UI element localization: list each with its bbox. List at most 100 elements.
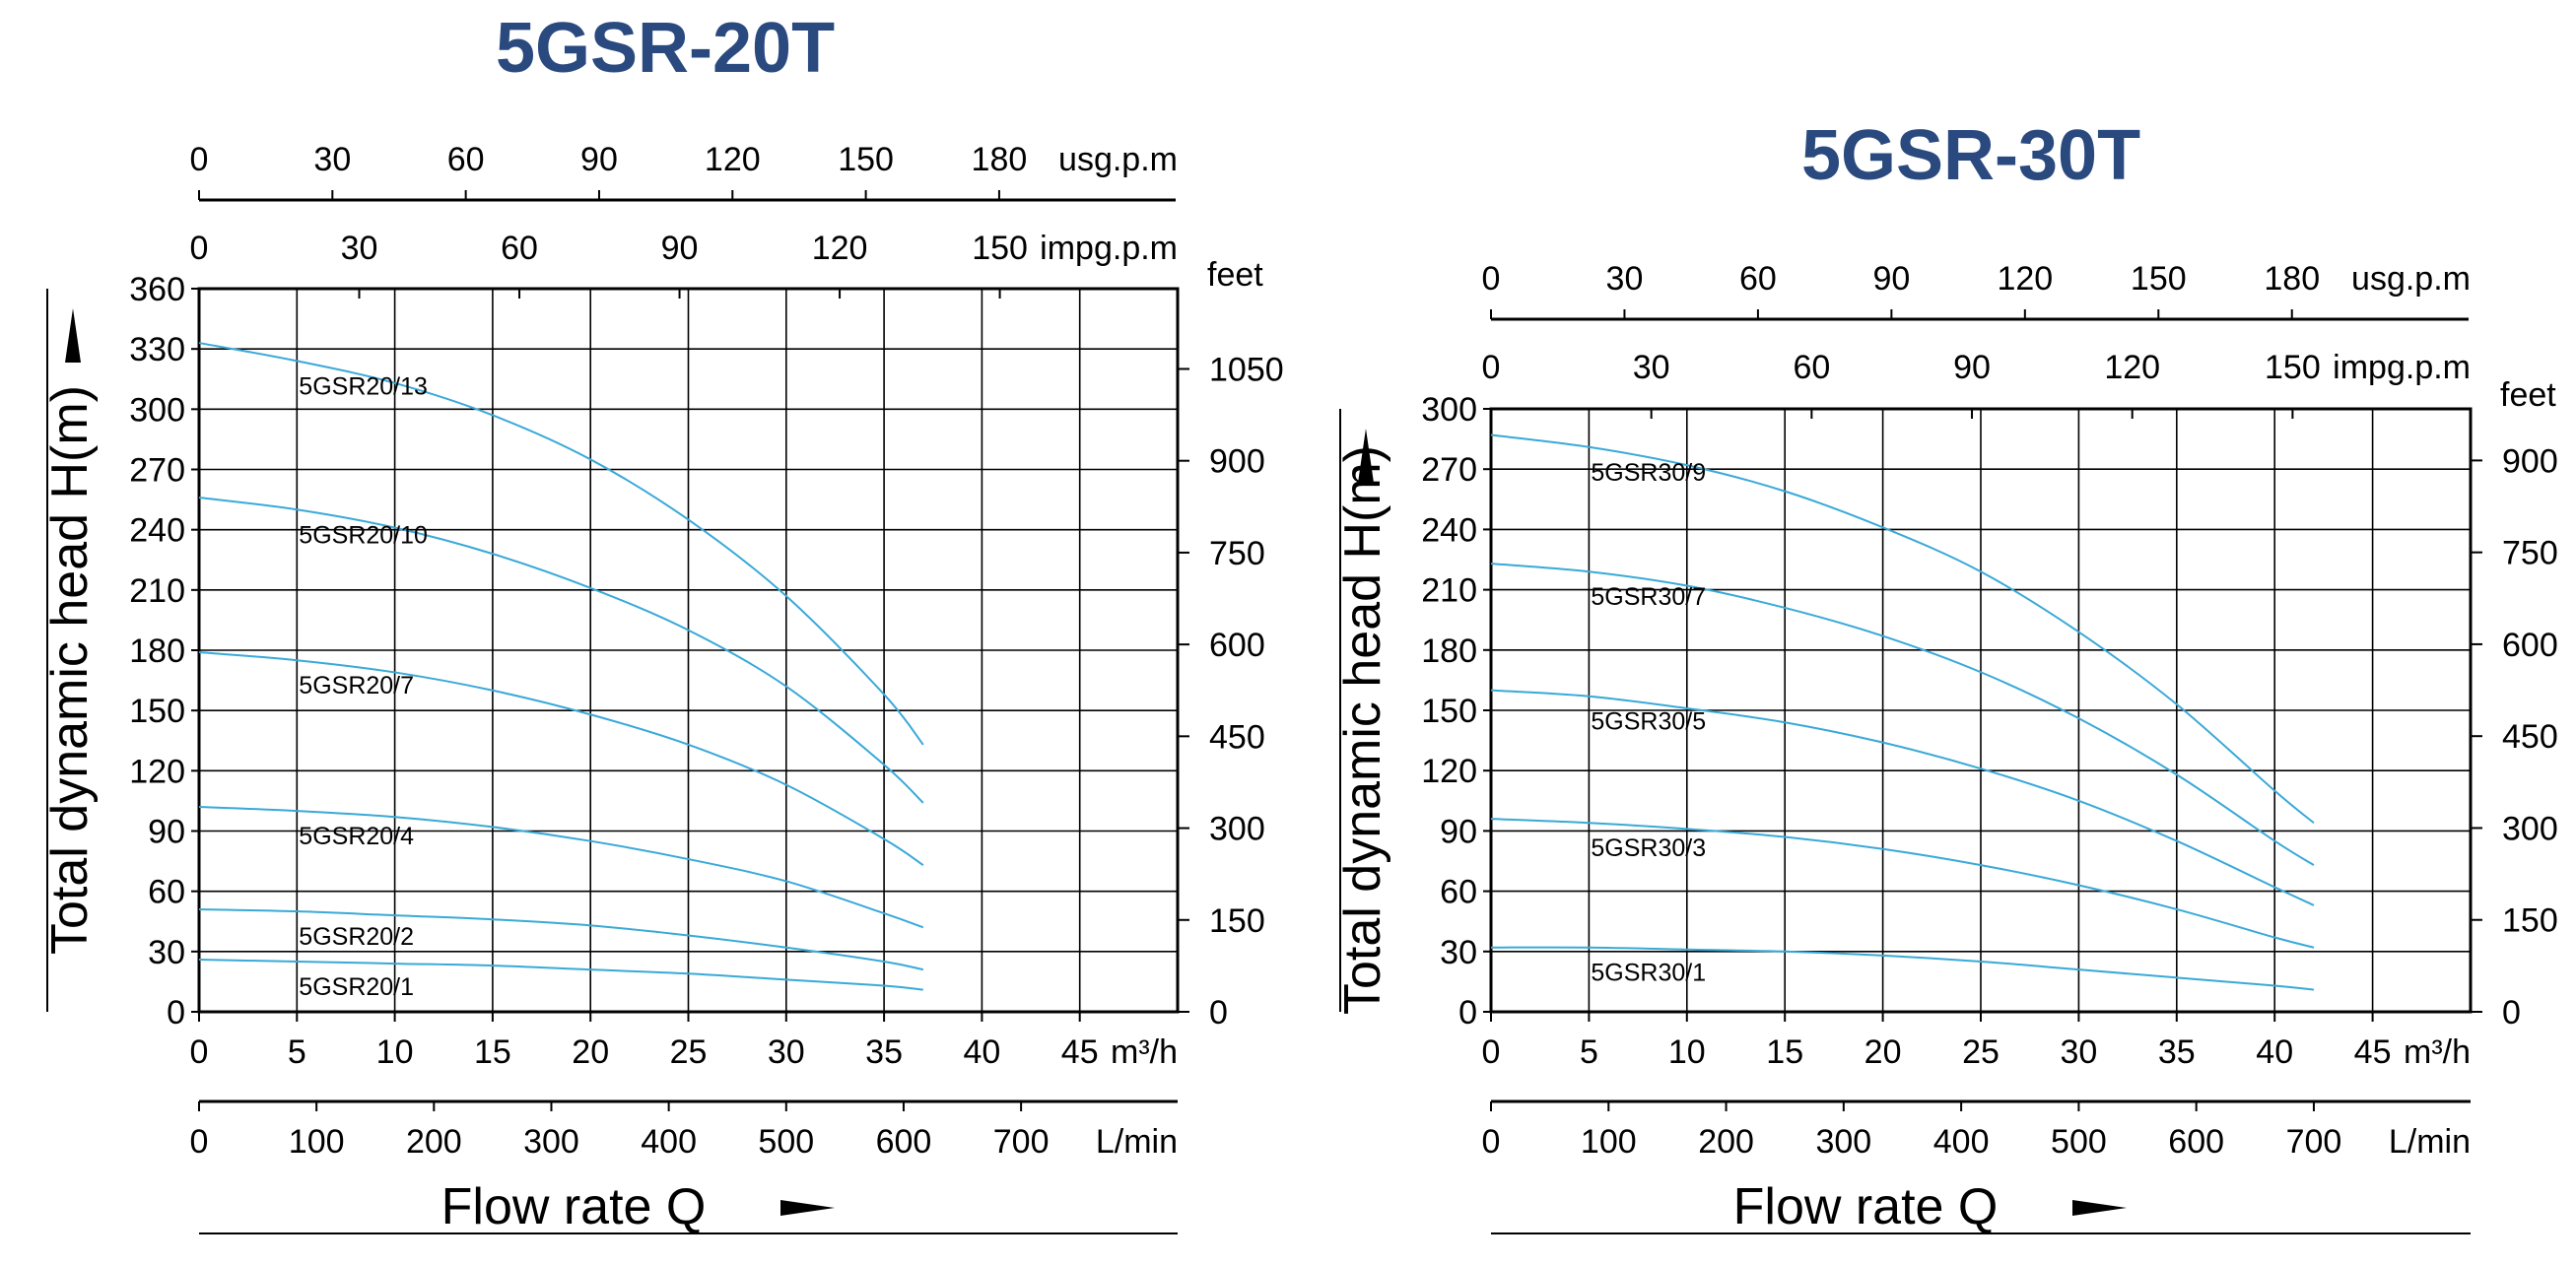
series-line	[1490, 563, 2315, 866]
lmin-tick-label: 300	[523, 1123, 579, 1161]
impgpm-tick-label: 30	[1633, 349, 1670, 386]
usgpm-tick-label: 120	[1997, 260, 2053, 298]
series-label: 5GSR20/2	[299, 923, 414, 951]
impgpm-unit-label: impg.p.m	[2333, 349, 2471, 386]
x-axis-title: Flow rate Q	[1733, 1178, 1999, 1235]
lmin-tick-label: 200	[406, 1123, 462, 1161]
y-tick-label: 30	[148, 934, 185, 971]
impgpm-tick-label: 0	[190, 230, 209, 267]
x-tick-label: 35	[2158, 1033, 2196, 1071]
usgpm-tick-label: 120	[705, 141, 761, 178]
x-tick-label: 25	[1962, 1033, 2000, 1071]
arrow-up-icon	[65, 308, 81, 363]
feet-tick-label: 300	[2502, 810, 2558, 847]
y-tick-label: 270	[1421, 451, 1477, 489]
usgpm-tick-label: 180	[2264, 260, 2320, 298]
series-line	[1490, 689, 2315, 906]
series-label: 5GSR30/3	[1591, 834, 1706, 862]
impgpm-tick-label: 0	[1482, 349, 1501, 386]
series-label: 5GSR30/9	[1591, 459, 1706, 487]
lmin-tick-label: 500	[758, 1123, 814, 1161]
arrow-right-icon	[2072, 1200, 2127, 1216]
usgpm-tick-label: 60	[447, 141, 485, 178]
feet-tick-label: 600	[2502, 627, 2558, 664]
x-tick-label: 5	[1580, 1033, 1598, 1071]
feet-tick-label: 0	[1209, 994, 1228, 1032]
usgpm-tick-label: 150	[838, 141, 894, 178]
series-label: 5GSR30/5	[1591, 708, 1706, 736]
series-line	[198, 342, 924, 746]
x-tick-label: 15	[474, 1033, 511, 1071]
y-tick-label: 120	[129, 753, 185, 790]
x-tick-label: 5	[288, 1033, 306, 1071]
y-tick-label: 240	[129, 512, 185, 550]
series-label: 5GSR20/4	[299, 823, 414, 850]
x-tick-label: 35	[865, 1033, 903, 1071]
feet-tick-label: 300	[1209, 811, 1265, 848]
usgpm-tick-label: 30	[1606, 260, 1644, 298]
impgpm-tick-label: 60	[1793, 349, 1830, 386]
y-tick-label: 240	[1421, 511, 1477, 549]
chart-5gsr-20t: 5GSR-20T 0306090120150180210240270300330…	[41, 9, 1284, 1235]
x-tick-label: 25	[670, 1033, 708, 1071]
usgpm-tick-label: 0	[1482, 260, 1501, 298]
y-tick-label: 300	[129, 391, 185, 429]
y-tick-label: 0	[1458, 994, 1477, 1032]
impgpm-tick-label: 120	[2104, 349, 2160, 386]
y-tick-label: 270	[129, 452, 185, 490]
lmin-tick-label: 500	[2051, 1123, 2107, 1161]
series-label: 5GSR20/1	[299, 973, 414, 1001]
x-tick-label: 0	[1482, 1033, 1501, 1071]
y-tick-label: 60	[148, 874, 185, 911]
feet-tick-label: 1050	[1209, 351, 1284, 388]
usgpm-tick-label: 30	[313, 141, 351, 178]
impgpm-tick-label: 60	[501, 230, 538, 267]
lmin-unit-label: L/min	[1096, 1123, 1178, 1161]
impgpm-tick-label: 90	[1953, 349, 1991, 386]
x-tick-label: 20	[1864, 1033, 1902, 1071]
x-tick-label: 0	[190, 1033, 209, 1071]
feet-tick-label: 450	[2502, 718, 2558, 756]
y-tick-label: 210	[1421, 572, 1477, 610]
usgpm-unit-label: usg.p.m	[2351, 260, 2471, 298]
y-tick-label: 30	[1440, 934, 1477, 971]
feet-tick-label: 150	[1209, 902, 1265, 940]
y-axis-title: Total dynamic head H(m)	[1334, 445, 1391, 1015]
series-line	[198, 806, 924, 929]
chart-title: 5GSR-20T	[496, 9, 835, 88]
feet-tick-label: 750	[2502, 535, 2558, 572]
feet-tick-label: 900	[1209, 443, 1265, 481]
x-tick-label: 20	[572, 1033, 609, 1071]
feet-unit-label: feet	[1207, 256, 1263, 294]
series-label: 5GSR30/7	[1591, 583, 1706, 611]
x-tick-label: 10	[376, 1033, 414, 1071]
x-tick-label: 15	[1766, 1033, 1803, 1071]
y-tick-label: 180	[1421, 632, 1477, 670]
feet-tick-label: 150	[2502, 902, 2558, 940]
lmin-tick-label: 0	[1482, 1123, 1501, 1161]
lmin-tick-label: 0	[190, 1123, 209, 1161]
feet-tick-label: 750	[1209, 535, 1265, 572]
impgpm-tick-label: 120	[812, 230, 868, 267]
feet-tick-label: 450	[1209, 718, 1265, 756]
y-tick-label: 150	[1421, 693, 1477, 730]
y-tick-label: 90	[1440, 813, 1477, 850]
series-label: 5GSR20/10	[299, 521, 428, 549]
y-tick-label: 360	[129, 271, 185, 308]
usgpm-tick-label: 60	[1739, 260, 1777, 298]
x-unit-label: m³/h	[2404, 1033, 2471, 1071]
x-tick-label: 45	[2354, 1033, 2392, 1071]
x-unit-label: m³/h	[1111, 1033, 1178, 1071]
y-tick-label: 150	[129, 693, 185, 730]
chart-title: 5GSR-30T	[1801, 116, 2140, 195]
series-line	[198, 497, 924, 804]
lmin-tick-label: 600	[876, 1123, 932, 1161]
impgpm-tick-label: 150	[972, 230, 1028, 267]
series-label: 5GSR20/7	[299, 672, 414, 699]
usgpm-tick-label: 150	[2131, 260, 2187, 298]
x-axis-title: Flow rate Q	[441, 1178, 707, 1235]
lmin-tick-label: 200	[1698, 1123, 1754, 1161]
y-tick-label: 210	[129, 572, 185, 610]
series-line	[198, 958, 923, 991]
